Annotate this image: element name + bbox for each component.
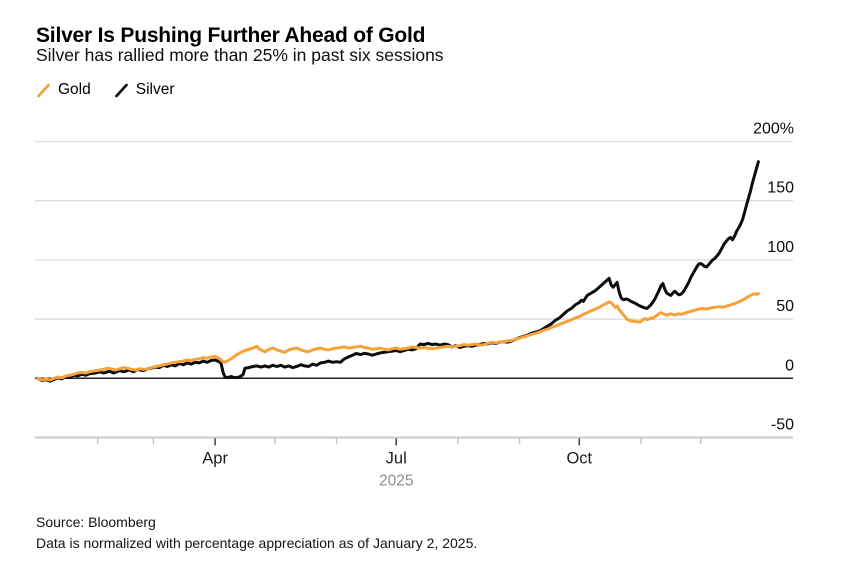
legend-item-gold: Gold — [37, 81, 91, 99]
chart-subtitle: Silver has rallied more than 25% in past… — [36, 45, 444, 65]
y-axis-label-200%: 200% — [753, 121, 794, 138]
legend-label: Silver — [135, 81, 175, 98]
series-line-gold — [36, 292, 760, 382]
y-axis-label-150: 150 — [767, 180, 794, 197]
legend-slash-icon — [37, 83, 50, 97]
normalization-note: Data is normalized with percentage appre… — [36, 535, 478, 551]
y-axis-label-0: 0 — [785, 357, 794, 374]
chart-legend: Gold Silver — [37, 81, 175, 99]
y-axis-label--50: -50 — [771, 416, 794, 433]
x-axis-year-label: 2025 — [379, 472, 413, 489]
chart-title: Silver Is Pushing Further Ahead of Gold — [36, 24, 426, 48]
chart-footer: Source: Bloomberg Data is normalized wit… — [36, 512, 477, 554]
legend-item-silver: Silver — [114, 81, 175, 99]
legend-label: Gold — [58, 81, 91, 98]
source-note: Source: Bloomberg — [36, 514, 156, 530]
x-axis-label-apr: Apr — [202, 449, 228, 467]
y-axis-label-100: 100 — [767, 239, 794, 256]
y-axis-label-50: 50 — [776, 298, 794, 315]
legend-slash-icon — [114, 83, 128, 97]
x-axis-label-oct: Oct — [566, 449, 592, 467]
x-axis-label-jul: Jul — [386, 449, 407, 467]
